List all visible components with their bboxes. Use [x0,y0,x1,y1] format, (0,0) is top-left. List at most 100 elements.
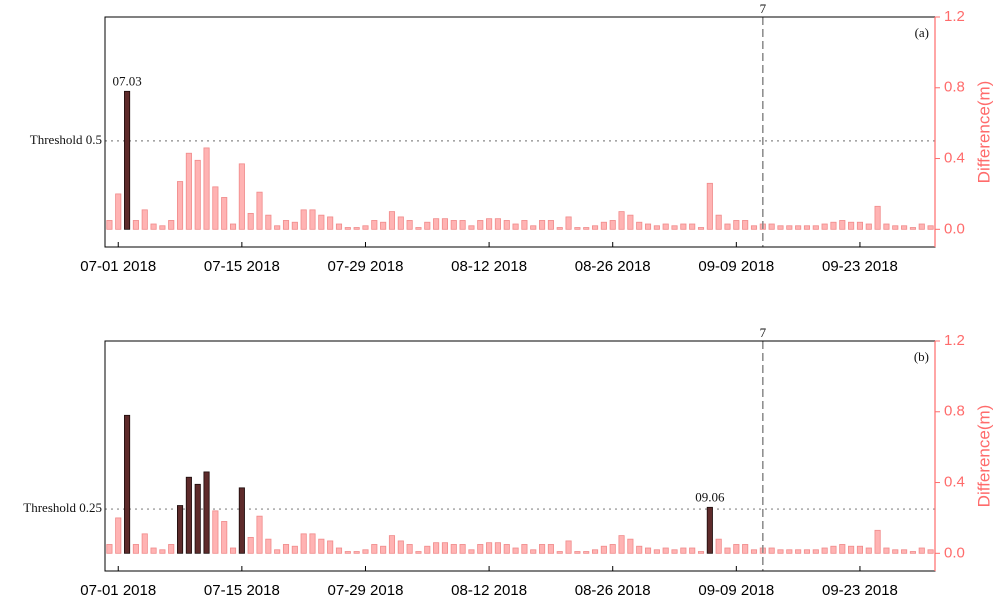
y-tick-label: 1.2 [944,8,965,25]
bar [424,545,431,554]
bar [724,223,731,230]
bar [300,209,307,230]
bar [547,544,554,554]
bar [583,227,590,230]
bar [724,547,731,554]
bar [821,223,828,230]
bar [750,225,758,230]
bar [150,547,157,554]
bar [733,220,740,230]
bar [309,533,316,554]
bar [282,544,290,554]
bar [185,152,192,230]
bar [636,545,643,554]
bar [265,538,272,554]
bar [627,538,634,554]
bar [194,159,201,230]
bar [256,191,263,230]
bar [839,544,846,554]
bar [733,544,740,554]
bar [848,545,855,554]
bar [556,551,563,554]
bar [353,551,360,554]
bar [327,540,334,554]
bar [291,545,298,554]
bar [742,544,749,554]
bar [812,549,819,554]
bar [901,225,908,230]
bar [221,197,228,230]
bar [521,544,528,554]
bar [124,90,131,230]
bar [512,223,519,230]
bar [468,225,475,230]
bar [203,147,210,230]
bar [627,214,634,230]
bar [141,533,148,554]
bar [380,221,387,230]
bar [918,223,925,230]
bar [565,540,572,554]
bar [927,549,934,554]
bar [353,227,360,230]
bar [459,220,466,230]
bar [415,551,422,554]
bar [689,547,696,554]
bar [441,218,448,230]
y-tick-label: 0.0 [944,220,965,237]
bar [750,549,758,554]
bar [459,544,466,554]
bar [415,227,422,230]
marker-label: 7 [760,325,767,340]
bar [486,218,493,230]
bar [247,212,254,230]
threshold-label: Threshold 0.25 [23,500,102,515]
bar [565,216,572,230]
y-axis-title: Difference(m) [974,81,993,184]
annotation: 09.06 [695,489,725,504]
x-tick-label: 07-15 2018 [204,582,280,599]
bar [644,547,652,554]
bar [574,551,581,554]
bar [124,414,131,554]
bar [777,225,784,230]
x-tick-label: 07-29 2018 [328,582,404,599]
y-tick-label: 0.4 [944,474,965,491]
bar [892,549,899,554]
bar [335,547,343,554]
marker-label: 7 [760,1,767,16]
bar [238,487,245,554]
bar [362,225,369,230]
bar [115,517,122,554]
bar [106,220,113,230]
bar [583,551,590,554]
bar [256,515,263,554]
bar [362,549,369,554]
bar [883,223,890,230]
bar [689,223,696,230]
bar [168,544,175,554]
bar [786,225,793,230]
bar [909,227,916,230]
bar [892,225,899,230]
bar [706,506,713,554]
bar [865,223,872,230]
bar [229,547,237,554]
bar [609,544,616,554]
panel-label: (b) [914,349,929,364]
bar [680,223,687,230]
bar [609,220,616,230]
bar [671,225,678,230]
bar [247,536,254,554]
bar [344,227,351,230]
bar [406,544,413,554]
bar [715,538,722,554]
y-tick-label: 0.4 [944,150,965,167]
x-tick-label: 08-12 2018 [451,582,527,599]
bar [530,225,537,230]
bar [177,181,184,230]
bar [671,549,678,554]
bar [494,218,501,230]
bar [512,547,519,554]
bar [786,549,793,554]
